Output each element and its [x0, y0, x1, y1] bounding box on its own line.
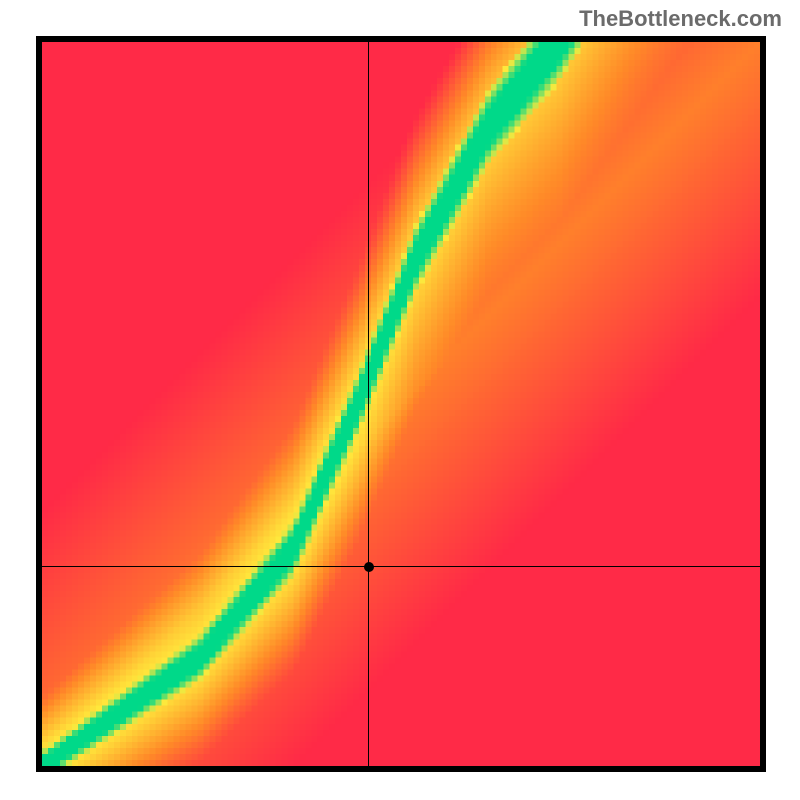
- crosshair-horizontal: [42, 566, 760, 567]
- watermark-label: TheBottleneck.com: [579, 6, 782, 32]
- bottleneck-heatmap: [42, 42, 760, 766]
- crosshair-vertical: [368, 42, 369, 766]
- selection-marker: [364, 562, 374, 572]
